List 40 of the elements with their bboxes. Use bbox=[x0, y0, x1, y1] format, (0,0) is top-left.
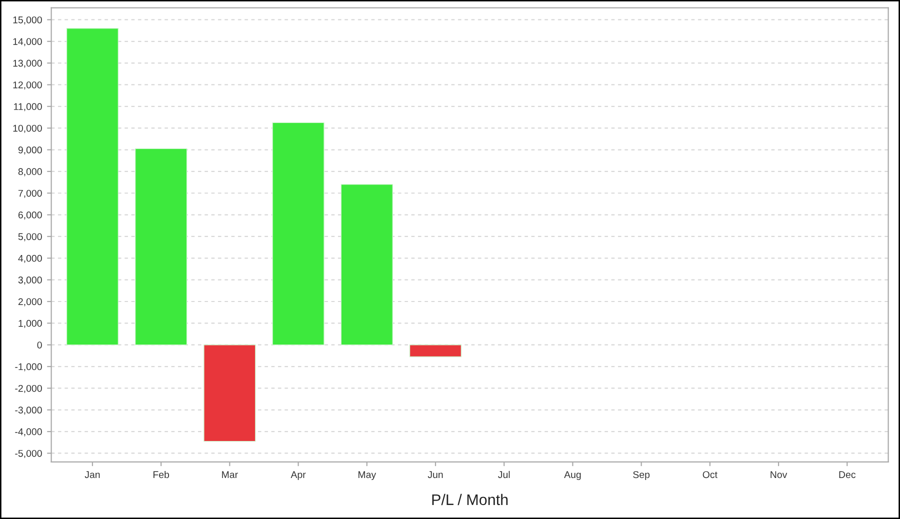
y-tick-label: 12,000 bbox=[13, 81, 42, 90]
x-axis-title: P/L / Month bbox=[432, 494, 508, 506]
y-tick-label: 9,000 bbox=[18, 146, 42, 155]
y-tick-label: -5,000 bbox=[15, 450, 42, 458]
bar bbox=[134, 148, 188, 346]
x-tick-label: Aug bbox=[564, 471, 581, 480]
bar bbox=[409, 344, 462, 358]
y-tick-label: 0 bbox=[37, 342, 42, 348]
y-tick-label: 13,000 bbox=[13, 60, 42, 68]
y-tick-label: -4,000 bbox=[15, 428, 42, 436]
x-tick-label: May bbox=[358, 471, 376, 480]
x-tick-label: Dec bbox=[839, 471, 856, 478]
x-tick-label: Jan bbox=[84, 471, 100, 478]
y-tick-label: 11,000 bbox=[14, 103, 42, 112]
y-tick-label: -1,000 bbox=[15, 363, 42, 372]
y-tick-label: 4,000 bbox=[18, 254, 42, 263]
bar bbox=[340, 184, 393, 346]
y-tick-label: 14,000 bbox=[13, 38, 42, 46]
bar bbox=[66, 28, 119, 346]
x-tick-label: Mar bbox=[222, 471, 238, 478]
y-tick-label: 15,000 bbox=[13, 16, 42, 24]
y-tick-label: 1,000 bbox=[18, 320, 42, 328]
x-tick-label: Oct bbox=[702, 471, 718, 478]
y-tick-label: 2,000 bbox=[18, 298, 42, 306]
x-tick-label: Apr bbox=[290, 471, 306, 480]
y-tick-label: 10,000 bbox=[13, 124, 42, 133]
bar bbox=[272, 122, 324, 346]
x-tick-label: Nov bbox=[770, 471, 788, 478]
y-tick-label: 7,000 bbox=[18, 190, 42, 198]
x-tick-label: Jul bbox=[498, 470, 510, 478]
y-tick-label: 6,000 bbox=[18, 212, 42, 220]
x-tick-label: Jun bbox=[428, 471, 443, 478]
y-tick-label: -3,000 bbox=[15, 406, 42, 415]
x-tick-label: Sep bbox=[633, 471, 650, 480]
y-tick-label: -2,000 bbox=[15, 384, 42, 393]
y-tick-label: 5,000 bbox=[18, 233, 42, 242]
bar bbox=[204, 344, 256, 442]
y-tick-label: 3,000 bbox=[18, 276, 42, 285]
y-tick-label: 8,000 bbox=[18, 168, 42, 176]
x-tick-label: Feb bbox=[153, 470, 170, 478]
